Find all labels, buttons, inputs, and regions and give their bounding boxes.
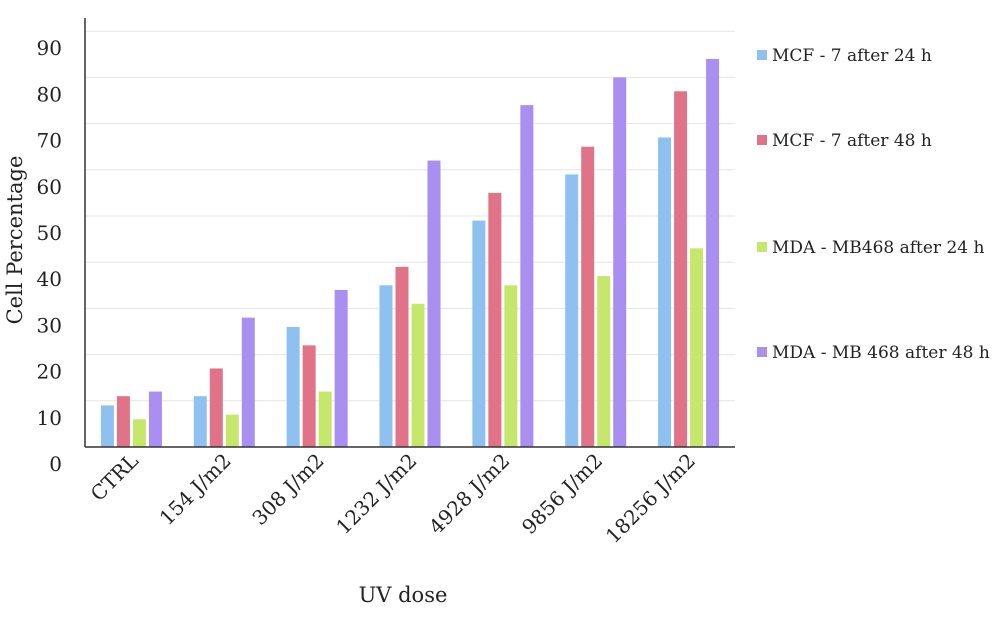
bar xyxy=(690,248,704,447)
y-axis-title: Cell Percentage xyxy=(3,156,27,325)
x-tick-label: 154 J/m2 xyxy=(155,449,236,530)
y-tick-label: 10 xyxy=(37,406,62,430)
bar xyxy=(116,396,130,447)
y-tick-label: 0 xyxy=(49,452,62,476)
bar xyxy=(597,276,611,447)
bar xyxy=(395,266,409,447)
y-tick-label: 70 xyxy=(37,129,62,153)
legend-swatch xyxy=(757,242,767,252)
x-tick-label: CTRL xyxy=(86,449,143,506)
y-tick-label: 40 xyxy=(37,267,62,291)
bar xyxy=(193,396,207,447)
bar xyxy=(132,419,146,447)
y-tick-label: 90 xyxy=(37,36,62,60)
x-tick-label: 308 J/m2 xyxy=(247,449,328,530)
bar xyxy=(411,303,425,447)
bar xyxy=(334,289,348,447)
bar xyxy=(581,146,595,447)
bar xyxy=(318,391,332,447)
x-tick-label: 18256 J/m2 xyxy=(601,449,700,548)
x-tick-label: 9856 J/m2 xyxy=(517,449,607,539)
y-tick-label: 80 xyxy=(37,82,62,106)
bars xyxy=(100,58,720,448)
x-tick-label: 1232 J/m2 xyxy=(331,449,421,539)
bar xyxy=(241,317,255,447)
bar xyxy=(427,160,441,447)
y-tick-labels: 0 10 20 30 40 50 60 70 80 90 xyxy=(37,36,62,476)
bar xyxy=(379,285,393,447)
legend-label: MDA - MB468 after 24 h xyxy=(772,238,985,258)
y-tick-label: 50 xyxy=(37,221,62,245)
x-tick-label: 4928 J/m2 xyxy=(424,449,514,539)
bar xyxy=(504,285,518,447)
bar xyxy=(488,192,502,447)
y-tick-label: 60 xyxy=(37,175,62,199)
legend-label: MCF - 7 after 24 h xyxy=(772,46,932,66)
bar xyxy=(225,414,239,447)
y-tick-label: 20 xyxy=(37,360,62,384)
bar xyxy=(613,77,627,448)
bar xyxy=(706,58,720,448)
bar xyxy=(565,174,579,448)
bar xyxy=(302,345,316,447)
legend-swatch xyxy=(757,50,767,60)
bar xyxy=(520,105,534,448)
legend: MCF - 7 after 24 h MCF - 7 after 48 h MDA … xyxy=(757,46,990,363)
legend-label: MDA - MB 468 after 48 h xyxy=(772,343,990,363)
legend-swatch xyxy=(757,135,767,145)
bar xyxy=(472,220,486,447)
x-tick-labels: CTRL 154 J/m2 308 J/m2 1232 J/m2 4928 J/m2 98… xyxy=(86,449,700,548)
bar xyxy=(100,405,114,447)
axes xyxy=(84,18,735,448)
bar xyxy=(658,137,672,447)
legend-swatch xyxy=(757,347,767,357)
y-tick-label: 30 xyxy=(37,313,62,337)
bar xyxy=(674,91,688,447)
gridlines xyxy=(85,30,735,402)
bar xyxy=(148,391,162,447)
legend-label: MCF - 7 after 48 h xyxy=(772,131,932,151)
bar xyxy=(209,368,223,447)
x-axis-title: UV dose xyxy=(359,583,448,607)
bar xyxy=(286,326,300,447)
